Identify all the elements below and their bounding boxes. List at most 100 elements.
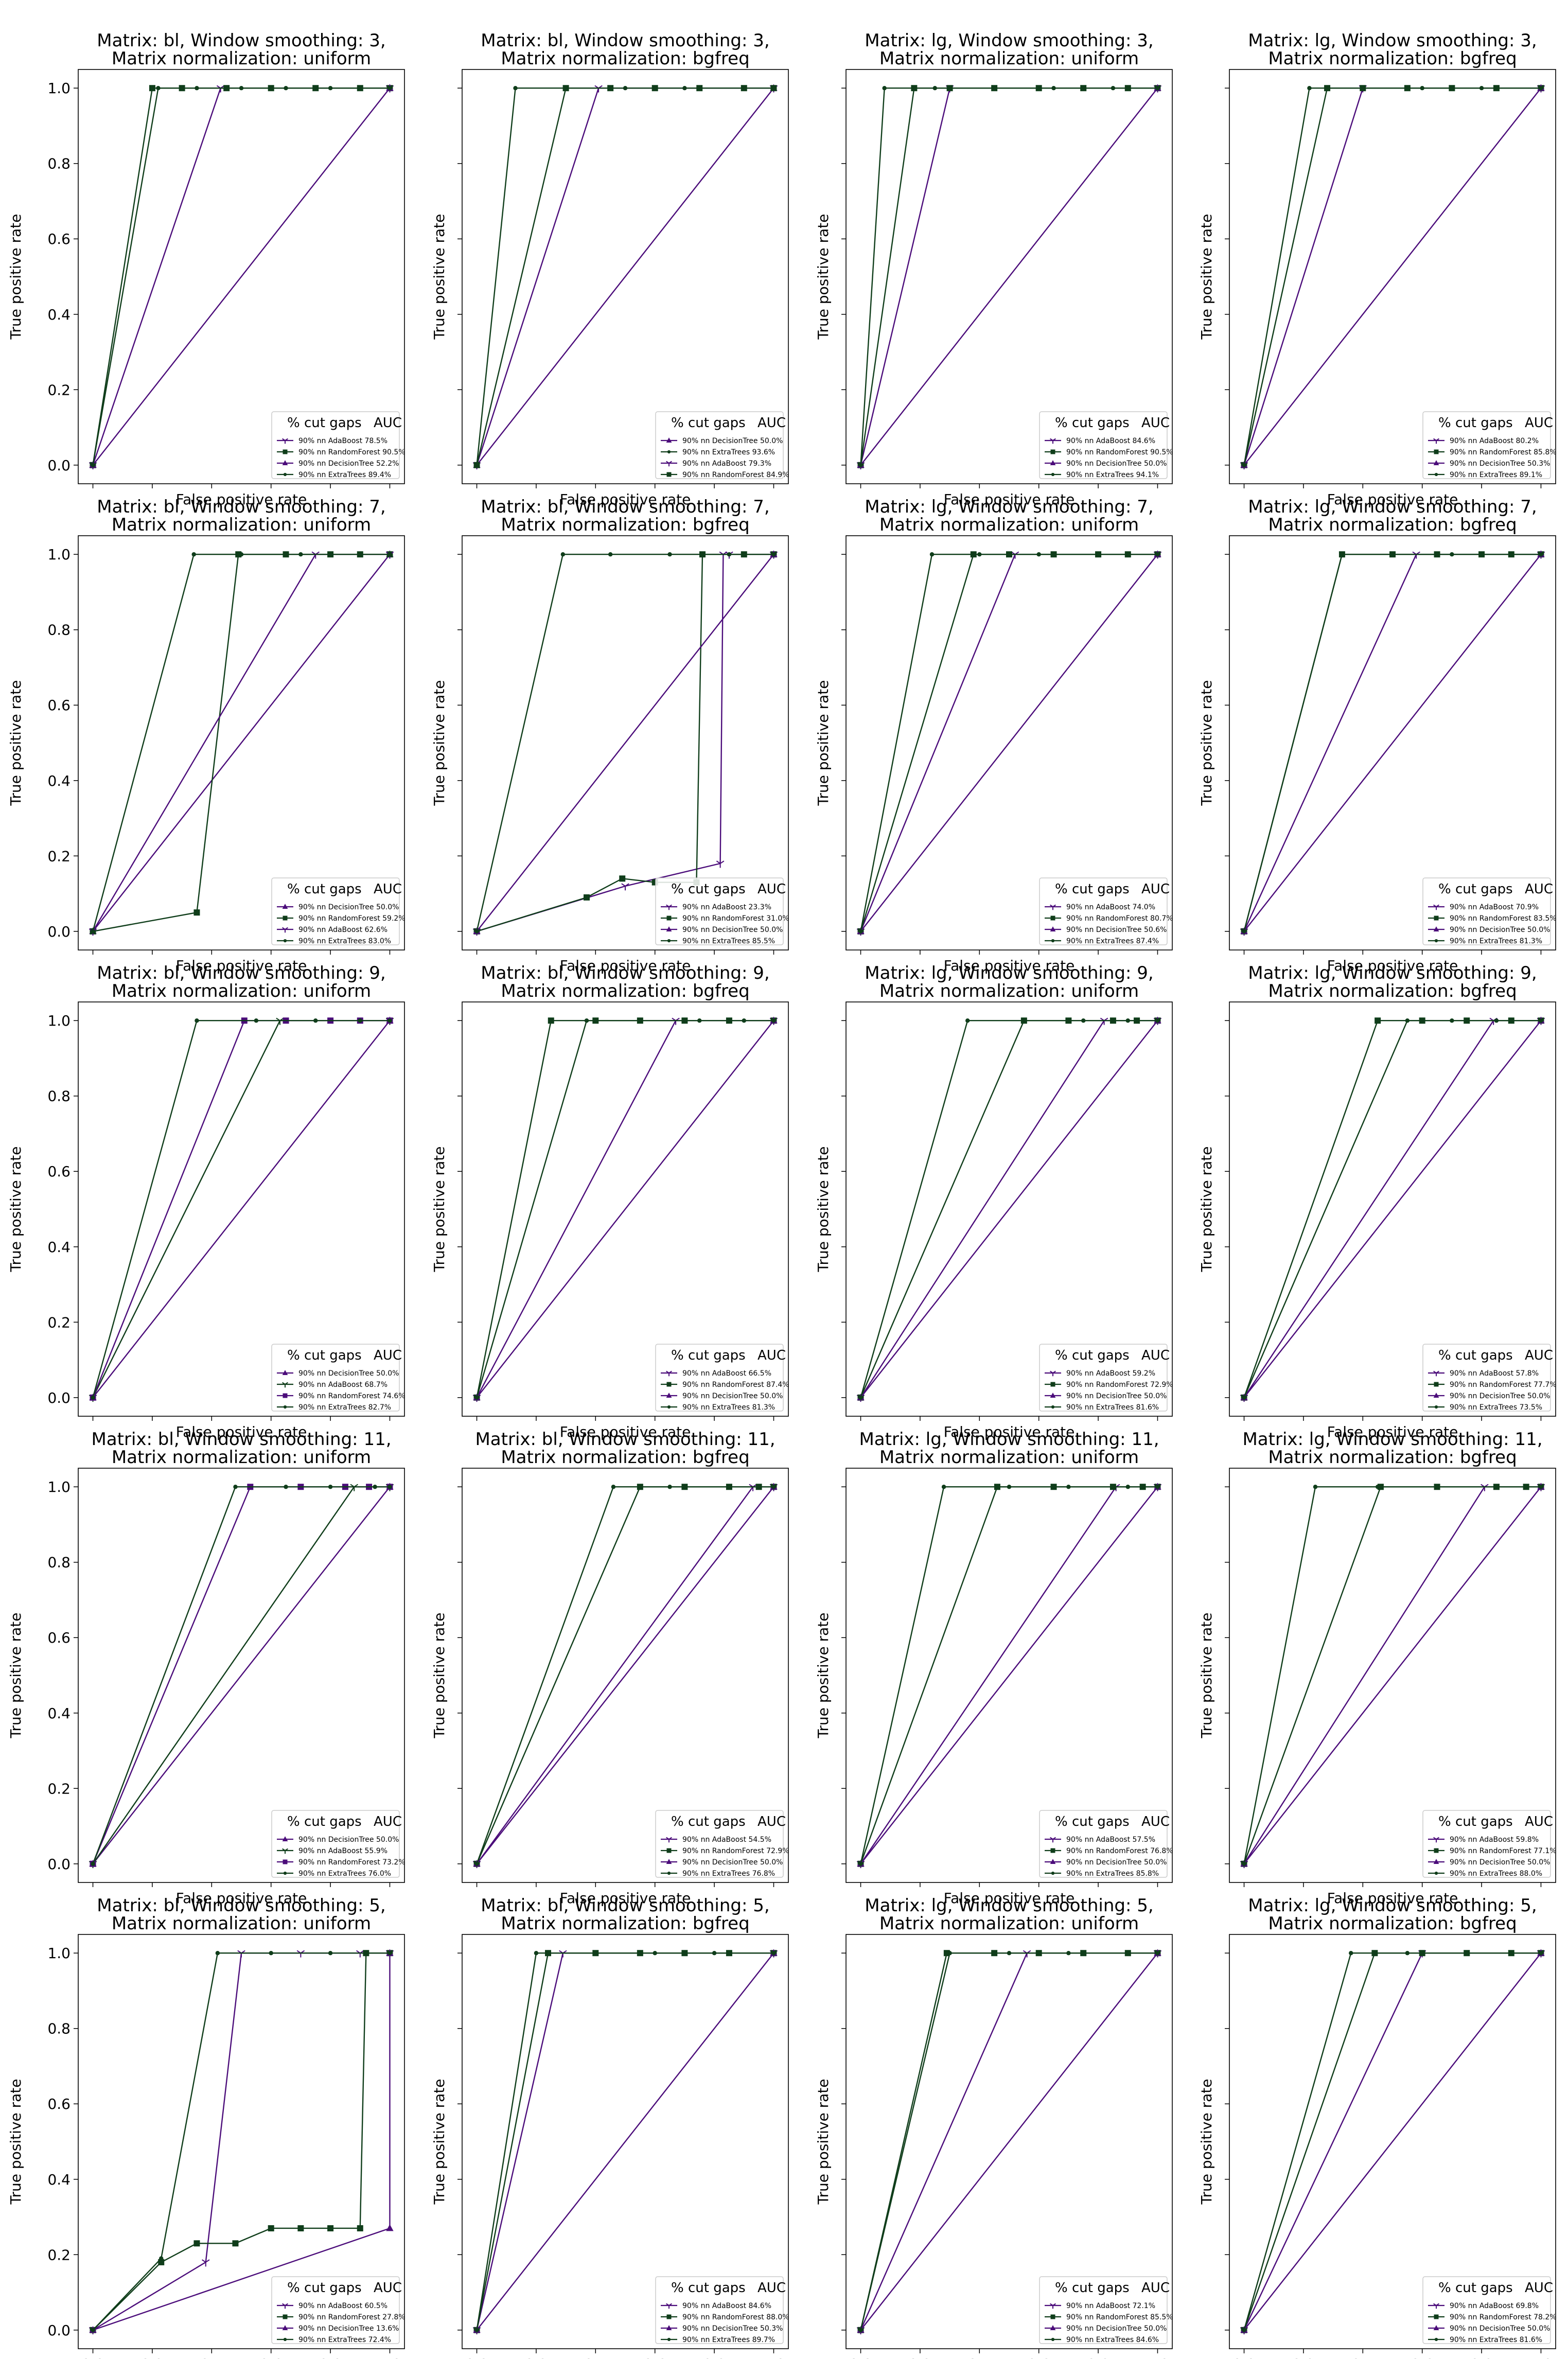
legend-entry: 90% nn RandomForest 77.1% [1450, 1847, 1557, 1855]
y-tick-label: 1.0 [47, 1478, 71, 1495]
legend-entry: 90% nn RandomForest 85.5% [1066, 2313, 1173, 2321]
legend-entry: 90% nn AdaBoost 68.7% [298, 1381, 387, 1389]
marker-triangle [1433, 926, 1439, 932]
marker-dot [882, 86, 887, 91]
subplot-17: Matrix: bl, Window smoothing: 5,Matrix n… [7, 1895, 406, 2359]
marker-tri-down [716, 860, 725, 868]
marker-square [666, 2314, 672, 2319]
y-tick-label: 0.6 [47, 697, 71, 714]
marker-square [607, 85, 614, 92]
roc-markers [91, 1018, 392, 1400]
legend-entry: 90% nn RandomForest 90.5% [1066, 448, 1173, 456]
axes-frame [462, 1001, 789, 1417]
legend: % cut gaps AUC 90% nn DecisionTree 50.0% 90… [655, 411, 789, 479]
subplot-title-line2: Matrix normalization: uniform [879, 515, 1139, 535]
y-axis-label: True positive rate [815, 2079, 832, 2205]
legend: % cut gaps AUC 90% nn AdaBoost 57.5% 90% nn… [1039, 1810, 1173, 1878]
x-tick-label: 0.0 [81, 2356, 104, 2359]
legend: % cut gaps AUC 90% nn AdaBoost 70.9% 90% nn… [1422, 877, 1557, 945]
legend-entry: 90% nn AdaBoost 57.5% [1066, 1836, 1155, 1844]
legend-title-left: % cut gaps [287, 1814, 362, 1829]
legend-title-left: % cut gaps [1055, 415, 1130, 431]
x-tick-label: 0.2 [909, 2356, 932, 2359]
legend-entry: 90% nn DecisionTree 50.0% [1450, 1858, 1550, 1867]
legend: % cut gaps AUC 90% nn DecisionTree 50.0% 90… [271, 1810, 406, 1878]
marker-dot [727, 1485, 732, 1489]
marker-dot [387, 1018, 392, 1023]
marker-dot [1081, 1018, 1086, 1023]
x-axis-label: False positive rate [944, 491, 1075, 508]
marker-dot [474, 1395, 479, 1400]
marker-triangle [666, 1859, 672, 1864]
marker-dot [328, 1485, 333, 1489]
roc-markers [1242, 1951, 1543, 2332]
subplot-title-line1: Matrix: lg, Window smoothing: 11, [1242, 1429, 1542, 1450]
y-tick-label: 0.6 [47, 231, 71, 248]
legend-entry: 90% nn AdaBoost 74.0% [1066, 903, 1155, 911]
subplot-title-line1: Matrix: bl, Window smoothing: 5, [481, 1895, 769, 1916]
marker-dot [742, 1018, 746, 1023]
subplot-16: Matrix: lg, Window smoothing: 11,Matrix … [1198, 1429, 1557, 1907]
roc-line [92, 1020, 391, 1398]
marker-dot [1539, 552, 1543, 557]
legend-entry: 90% nn AdaBoost 80.2% [1450, 437, 1539, 445]
marker-tri-down [1433, 1837, 1439, 1843]
legend-entry: 90% nn DecisionTree 50.0% [682, 1392, 783, 1400]
marker-square [666, 472, 672, 477]
marker-dot [1434, 939, 1438, 943]
axes-frame [78, 69, 405, 484]
marker-dot [1066, 1951, 1071, 1956]
marker-dot [1242, 2328, 1246, 2332]
marker-dot [387, 86, 392, 91]
y-axis-label: True positive rate [1198, 680, 1215, 806]
marker-dot [608, 552, 613, 557]
marker-dot [1242, 929, 1246, 934]
legend-title-left: % cut gaps [287, 2280, 362, 2296]
marker-dot [667, 939, 671, 943]
marker-dot [387, 552, 392, 557]
roc-line [92, 1486, 391, 1864]
x-axis-label: False positive rate [1327, 957, 1458, 974]
legend: % cut gaps AUC 90% nn AdaBoost 80.2% 90% nn… [1422, 411, 1557, 479]
roc-markers [858, 1485, 1160, 1866]
marker-dot [1155, 86, 1160, 91]
axes-frame [462, 1934, 789, 2349]
legend-box [655, 2276, 784, 2344]
marker-dot [1155, 552, 1160, 557]
marker-tri-down [1050, 438, 1056, 444]
marker-dot [771, 1951, 776, 1956]
marker-dot [1051, 939, 1055, 943]
roc-markers [1242, 552, 1543, 934]
marker-tri-down [1023, 1950, 1031, 1958]
legend-entry: 90% nn DecisionTree 13.6% [298, 2325, 399, 2333]
marker-dot [358, 1018, 362, 1023]
roc-line [92, 87, 391, 466]
marker-dot [1036, 552, 1041, 557]
legend-entry: 90% nn ExtraTrees 89.4% [298, 471, 391, 479]
y-axis-label: True positive rate [1198, 214, 1215, 340]
legend-title-right: AUC [1525, 882, 1553, 897]
marker-square [666, 1382, 672, 1387]
subplot-title-line1: Matrix: bl, Window smoothing: 3, [481, 30, 769, 51]
y-axis-label: True positive rate [431, 2079, 448, 2205]
x-axis-label: False positive rate [1327, 1890, 1458, 1907]
y-tick-label: 1.0 [47, 1012, 71, 1029]
legend-title-left: % cut gaps [671, 1348, 746, 1363]
x-axis-label: False positive rate [176, 1890, 307, 1907]
marker-dot [91, 2328, 95, 2332]
marker-triangle [1050, 460, 1056, 466]
subplot-13: Matrix: bl, Window smoothing: 11,Matrix … [7, 1429, 406, 1907]
marker-dot [1539, 1485, 1543, 1489]
roc-markers [474, 1018, 776, 1400]
y-axis-label: True positive rate [431, 680, 448, 806]
marker-dot [992, 86, 997, 91]
subplot-14: Matrix: bl, Window smoothing: 11,Matrix … [431, 1429, 789, 1907]
legend-title-right: AUC [1525, 1814, 1553, 1829]
roc-line [860, 554, 1158, 931]
roc-markers [1241, 551, 1544, 935]
marker-dot [1450, 552, 1454, 557]
legend-title-right: AUC [757, 1348, 786, 1363]
legend-entry: 90% nn RandomForest 77.7% [1450, 1381, 1557, 1389]
legend-title-left: % cut gaps [287, 1348, 362, 1363]
marker-tri-down [282, 1382, 288, 1388]
